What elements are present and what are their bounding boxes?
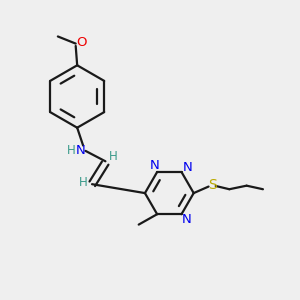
Text: H: H <box>67 143 76 157</box>
Text: N: N <box>183 161 193 174</box>
Text: O: O <box>76 36 86 49</box>
Text: S: S <box>208 178 217 192</box>
Text: H: H <box>79 176 88 189</box>
Text: N: N <box>182 213 192 226</box>
Text: N: N <box>76 143 86 157</box>
Text: H: H <box>109 150 117 163</box>
Text: N: N <box>149 159 159 172</box>
